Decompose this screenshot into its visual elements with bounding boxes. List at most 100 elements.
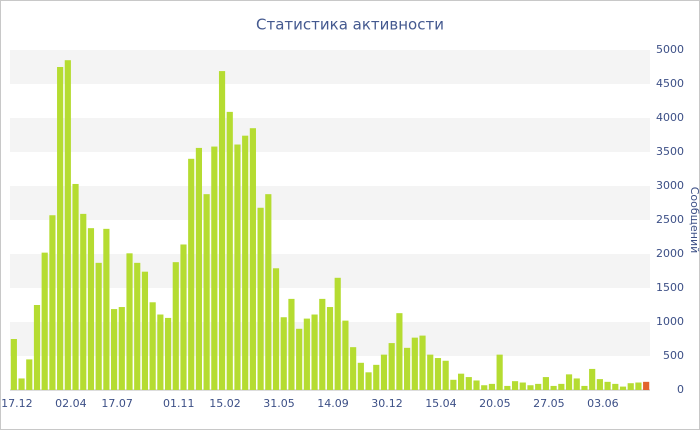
- bar: [427, 354, 434, 390]
- bar: [10, 339, 17, 390]
- bar: [26, 359, 33, 390]
- bar: [581, 385, 588, 390]
- y-tick-label: 4000: [656, 111, 684, 124]
- bar: [33, 305, 41, 390]
- bar: [535, 383, 542, 390]
- y-tick-label: 0: [677, 383, 684, 396]
- bar: [95, 262, 102, 390]
- bar: [280, 317, 287, 390]
- chart-title: Статистика активности: [256, 16, 444, 34]
- x-tick-label: 14.09: [317, 397, 349, 410]
- x-tick-label: 27.05: [533, 397, 565, 410]
- bar: [311, 314, 318, 390]
- bar: [296, 328, 303, 390]
- bar: [134, 262, 141, 390]
- bar: [365, 372, 372, 390]
- y-tick-label: 500: [663, 349, 684, 362]
- bar: [218, 71, 226, 390]
- bar: [49, 215, 56, 390]
- bar: [643, 381, 650, 390]
- y-tick-label: 3000: [656, 179, 684, 192]
- grid-band: [10, 50, 650, 84]
- bar: [619, 386, 627, 390]
- x-tick-label: 20.05: [479, 397, 511, 410]
- bar: [450, 379, 457, 390]
- bar: [334, 277, 341, 390]
- bar: [180, 244, 187, 390]
- bar: [558, 383, 565, 390]
- bar: [288, 298, 295, 390]
- x-tick-label: 17.07: [101, 397, 133, 410]
- bar: [80, 213, 87, 390]
- x-tick-label: 30.12: [371, 397, 403, 410]
- bar: [411, 337, 418, 390]
- bar: [103, 228, 110, 390]
- x-tick-label: 03.06: [587, 397, 619, 410]
- y-tick-label: 3500: [656, 145, 684, 158]
- bar: [203, 194, 210, 390]
- bar: [604, 381, 611, 390]
- bar: [627, 383, 634, 390]
- bar: [481, 385, 488, 390]
- bar: [319, 298, 326, 390]
- bar: [573, 378, 580, 390]
- bar: [342, 320, 349, 390]
- bar: [350, 347, 357, 390]
- y-tick-label: 2000: [656, 247, 684, 260]
- bar: [380, 354, 388, 390]
- bar: [18, 378, 25, 390]
- bar: [612, 383, 619, 390]
- bar: [149, 302, 156, 390]
- bar: [126, 253, 133, 390]
- bar: [550, 385, 557, 390]
- bar: [172, 262, 179, 390]
- x-tick-label: 31.05: [263, 397, 295, 410]
- bar: [141, 271, 149, 390]
- bar: [542, 377, 549, 390]
- bar: [326, 307, 334, 390]
- bar: [458, 373, 465, 390]
- x-tick-label: 01.11: [163, 397, 195, 410]
- bar: [234, 144, 241, 390]
- grid-band: [10, 186, 650, 220]
- x-tick-label: 15.02: [209, 397, 241, 410]
- bar: [57, 67, 64, 390]
- bar: [41, 252, 48, 390]
- y-tick-label: 2500: [656, 213, 684, 226]
- y-tick-label: 5000: [656, 43, 684, 56]
- bar: [396, 313, 403, 390]
- bar: [596, 379, 603, 390]
- bar: [72, 183, 79, 390]
- bar: [87, 228, 95, 390]
- x-tick-label: 17.12: [1, 397, 33, 410]
- bar: [272, 268, 280, 390]
- grid-band: [10, 118, 650, 152]
- bar: [164, 317, 172, 390]
- bar: [465, 377, 472, 390]
- bar: [635, 382, 642, 390]
- bar: [388, 343, 395, 390]
- bar: [373, 364, 380, 390]
- bar: [188, 158, 195, 390]
- bar: [303, 318, 310, 390]
- bar: [64, 60, 71, 390]
- bar: [257, 207, 264, 390]
- bar: [357, 362, 364, 390]
- bar: [265, 194, 272, 390]
- y-tick-label: 4500: [656, 77, 684, 90]
- bar: [488, 383, 496, 390]
- bar: [157, 314, 164, 390]
- bar: [442, 360, 449, 390]
- bar: [496, 354, 503, 390]
- y-axis-label: Сообщений: [688, 187, 700, 254]
- bar: [589, 368, 596, 390]
- bar: [504, 385, 511, 390]
- bar: [527, 385, 534, 390]
- bar: [118, 307, 125, 390]
- bar: [226, 111, 233, 390]
- x-tick-label: 02.04: [55, 397, 87, 410]
- y-tick-label: 1000: [656, 315, 684, 328]
- bar: [195, 147, 202, 390]
- x-tick-label: 15.04: [425, 397, 457, 410]
